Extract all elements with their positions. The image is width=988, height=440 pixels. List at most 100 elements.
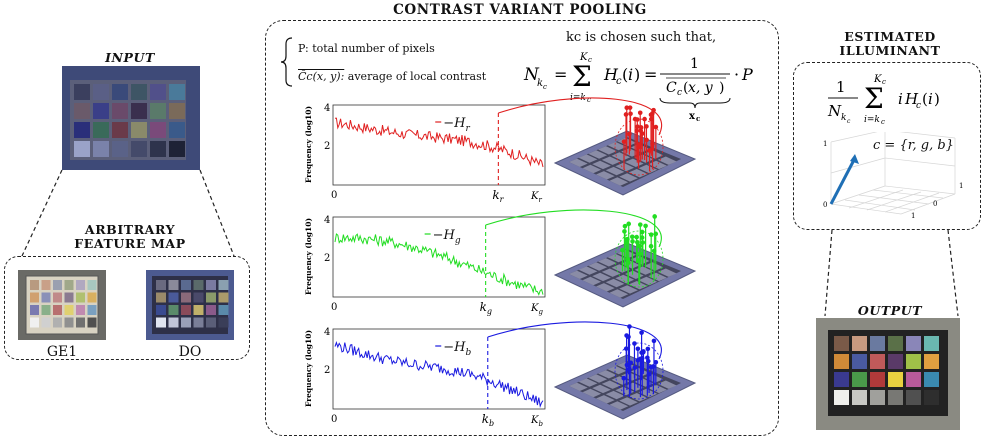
do-patch	[181, 305, 191, 315]
board-patch	[601, 268, 621, 277]
do-patch	[168, 280, 179, 290]
svg-text:(: (	[622, 65, 628, 84]
svg-text:): )	[719, 80, 724, 96]
pin-head	[651, 338, 657, 344]
svg-text:i: i	[928, 90, 933, 108]
input-patch	[112, 84, 128, 100]
svg-text:·: ·	[734, 65, 739, 84]
output-patch	[906, 390, 921, 405]
y-axis-label: Frequency (log10)	[304, 330, 313, 407]
board-patch	[607, 365, 627, 375]
board-patch	[621, 260, 640, 269]
x-tick-0: 0	[331, 190, 337, 201]
do-patch	[206, 292, 216, 303]
ge1-patch	[30, 305, 39, 315]
board-patch	[619, 285, 638, 294]
board-patch	[657, 156, 677, 165]
svg-text:c: c	[587, 96, 591, 104]
pin-head	[630, 239, 635, 244]
board-patch	[598, 258, 617, 267]
board-patch	[596, 283, 615, 292]
histogram-panels: 4 2 0 Frequency (log10) −Hr kr Kr 4 2 0 Frequency …	[304, 97, 697, 428]
output-title: OUTPUT	[857, 303, 923, 318]
ge1-patch	[41, 305, 51, 315]
board-patch	[657, 380, 677, 389]
pin-head	[638, 128, 643, 133]
output-patch	[888, 336, 903, 351]
pin-head	[626, 221, 632, 227]
input-patch	[169, 103, 185, 119]
axis-label-1c: 1	[911, 212, 915, 220]
max-bin-subscript: r	[538, 196, 542, 204]
output-patch	[852, 336, 867, 351]
legend-subscript: b	[465, 348, 471, 358]
input-patch	[112, 141, 128, 157]
board-patch	[615, 162, 635, 172]
ge1-caption: GE1	[46, 344, 78, 360]
plot-grid	[830, 132, 956, 215]
output-patch	[870, 336, 885, 351]
svg-text:c: c	[881, 118, 885, 126]
pin-head	[648, 112, 654, 118]
pin-head	[637, 110, 643, 116]
do-patch	[206, 317, 216, 328]
pin-head	[622, 223, 628, 229]
output-patch	[870, 390, 885, 405]
input-patch	[169, 84, 185, 100]
legend-subscript: r	[465, 124, 470, 134]
input-title: INPUT	[105, 50, 155, 65]
do-chart-image	[146, 270, 234, 340]
board-patch	[628, 281, 648, 290]
illuminant-formula: 1 N k c K c Σ i=k c i H c ( i )	[827, 74, 940, 126]
threshold-subscript: b	[489, 419, 494, 428]
do-patch	[218, 280, 229, 290]
board-3d	[487, 321, 697, 420]
svg-text:H: H	[603, 65, 619, 84]
input-patch	[150, 141, 166, 157]
do-patch	[206, 280, 216, 290]
board-patch	[582, 388, 602, 398]
do-patch	[206, 305, 216, 315]
do-patch	[181, 292, 191, 303]
kc-text: kc is chosen such that,	[566, 30, 717, 45]
do-patch	[156, 305, 166, 315]
board-patch	[628, 169, 648, 178]
board-patch	[638, 276, 658, 286]
board-patch	[609, 289, 629, 298]
illuminant-title: ESTIMATED ILLUMINANT	[812, 30, 968, 58]
max-bin-subscript: g	[538, 308, 543, 316]
do-patch	[168, 305, 179, 315]
x-tick-0: 0	[331, 302, 337, 313]
input-image	[62, 66, 200, 170]
histogram-panel: 4 2 0 Frequency (log10) −Hg kg Kg	[304, 215, 546, 316]
board-patch	[609, 177, 629, 186]
feature-map-title-line2: FEATURE MAP	[74, 236, 186, 251]
output-patch	[888, 390, 903, 405]
board-patch	[596, 395, 615, 404]
board-3d	[485, 209, 697, 308]
output-patch	[924, 372, 939, 387]
output-patch	[924, 336, 939, 351]
output-patch	[870, 372, 885, 387]
ge1-chart-image	[18, 270, 106, 340]
board-patch	[648, 272, 667, 282]
color-checker-image	[62, 66, 200, 170]
pin-head	[634, 234, 639, 240]
output-chart-image	[816, 318, 960, 430]
do-patch	[168, 317, 179, 328]
board-patch	[605, 278, 625, 288]
pin-head	[635, 346, 641, 352]
ge1-patch	[30, 280, 39, 290]
pin-head	[628, 111, 633, 117]
y-tick-2: 2	[324, 253, 330, 264]
board-patch	[592, 384, 611, 394]
equation: N k c = K c Σ i=k c H c ( i ) = 1 C c ( …	[523, 52, 753, 122]
legend-label: −Hr	[443, 116, 470, 134]
do-patch	[156, 280, 166, 290]
svg-text:): )	[634, 65, 640, 84]
input-patch	[74, 84, 90, 100]
svg-text:C: C	[666, 80, 677, 96]
board-patch	[605, 390, 625, 400]
ge1-patch	[64, 317, 74, 328]
do-patch	[168, 292, 179, 303]
